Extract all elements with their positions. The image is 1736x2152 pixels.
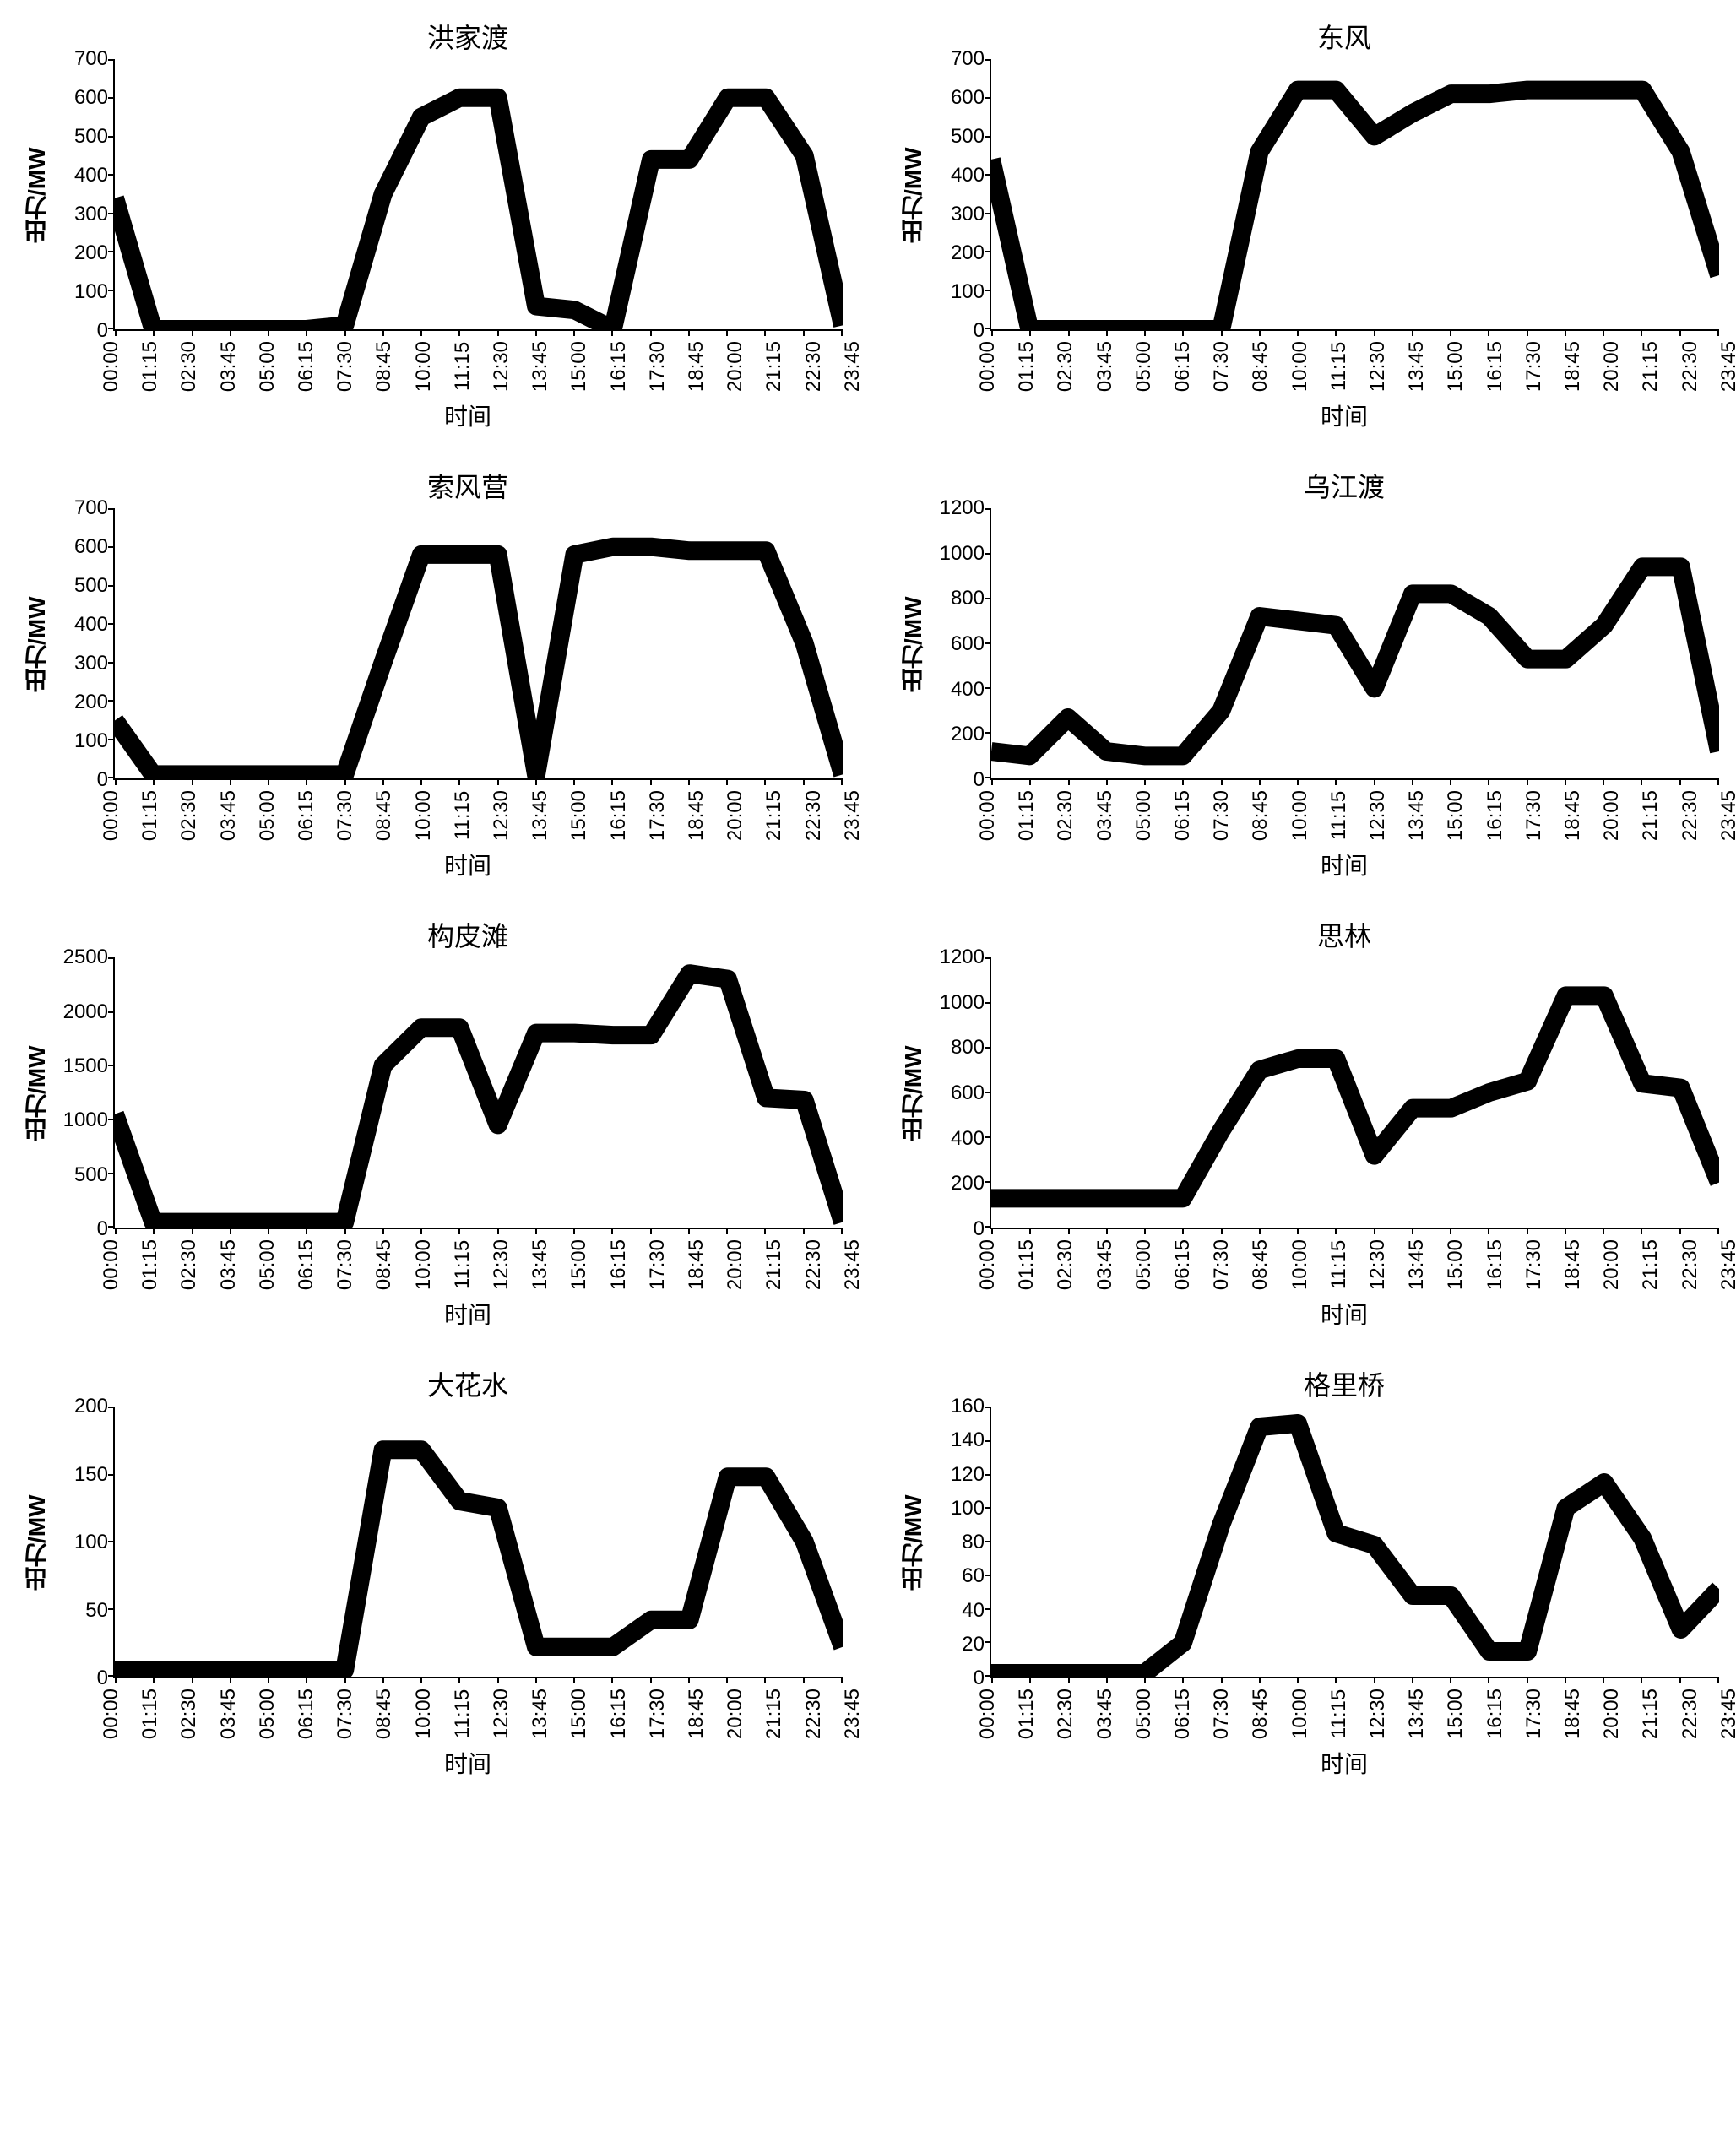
x-axis-label: 时间 [893, 398, 1719, 432]
data-series-line [115, 1450, 843, 1670]
data-series-line [115, 547, 843, 775]
chart-4: 构皮滩出力/MW25002000150010005000 00:0001:1502… [17, 915, 843, 1331]
chart-title: 乌江渡 [893, 466, 1719, 505]
y-axis-ticks: 25002000150010005000 [57, 957, 113, 1229]
y-axis-label: 出力/MW [893, 957, 934, 1229]
x-axis-ticks: 00:0001:1502:3003:4505:0006:1507:3008:45… [893, 1239, 1719, 1290]
x-axis-ticks: 00:0001:1502:3003:4505:0006:1507:3008:45… [17, 1689, 843, 1739]
chart-3: 乌江渡出力/MW120010008006004002000 00:0001:150… [893, 466, 1719, 881]
data-series-line [115, 98, 843, 329]
plot-area [990, 59, 1719, 331]
y-axis-label: 出力/MW [893, 508, 934, 780]
y-axis-label: 出力/MW [893, 59, 934, 331]
chart-2: 索风营出力/MW7006005004003002001000 00:0001:15… [17, 466, 843, 881]
y-axis-label: 出力/MW [17, 59, 57, 331]
x-axis-ticks: 00:0001:1502:3003:4505:0006:1507:3008:45… [893, 790, 1719, 841]
plot-area [990, 508, 1719, 780]
plot-area [990, 1407, 1719, 1678]
y-axis-ticks: 160140120100806040200 [934, 1407, 990, 1678]
x-axis-label: 时间 [893, 848, 1719, 881]
data-series-line [991, 1423, 1719, 1673]
x-axis-label: 时间 [893, 1297, 1719, 1331]
y-axis-ticks: 200150100500 [57, 1407, 113, 1678]
plot-area [113, 1407, 843, 1678]
chart-title: 大花水 [17, 1364, 843, 1403]
x-axis-label: 时间 [17, 848, 843, 881]
x-axis-label: 时间 [17, 1746, 843, 1780]
y-axis-label: 出力/MW [17, 508, 57, 780]
chart-7: 格里桥出力/MW160140120100806040200 00:0001:150… [893, 1364, 1719, 1780]
x-axis-label: 时间 [17, 398, 843, 432]
x-axis-label: 时间 [17, 1297, 843, 1331]
y-axis-ticks: 7006005004003002001000 [57, 59, 113, 331]
data-series-line [115, 973, 843, 1222]
x-axis-ticks: 00:0001:1502:3003:4505:0006:1507:3008:45… [17, 790, 843, 841]
data-series-line [991, 90, 1719, 329]
plot-area [113, 59, 843, 331]
data-series-line [991, 566, 1719, 756]
chart-title: 东风 [893, 17, 1719, 56]
x-axis-label: 时间 [893, 1746, 1719, 1780]
y-axis-ticks: 120010008006004002000 [934, 957, 990, 1229]
y-axis-ticks: 7006005004003002001000 [934, 59, 990, 331]
chart-5: 思林出力/MW120010008006004002000 00:0001:1502… [893, 915, 1719, 1331]
chart-title: 构皮滩 [17, 915, 843, 954]
x-axis-ticks: 00:0001:1502:3003:4505:0006:1507:3008:45… [893, 1689, 1719, 1739]
plot-area [113, 957, 843, 1229]
chart-title: 洪家渡 [17, 17, 843, 56]
data-series-line [991, 995, 1719, 1198]
y-axis-ticks: 120010008006004002000 [934, 508, 990, 780]
plot-area [990, 957, 1719, 1229]
chart-6: 大花水出力/MW200150100500 00:0001:1502:3003:45… [17, 1364, 843, 1780]
chart-0: 洪家渡出力/MW7006005004003002001000 00:0001:15… [17, 17, 843, 432]
chart-title: 索风营 [17, 466, 843, 505]
y-axis-ticks: 7006005004003002001000 [57, 508, 113, 780]
x-axis-ticks: 00:0001:1502:3003:4505:0006:1507:3008:45… [17, 1239, 843, 1290]
y-axis-label: 出力/MW [17, 957, 57, 1229]
x-axis-ticks: 00:0001:1502:3003:4505:0006:1507:3008:45… [893, 341, 1719, 392]
plot-area [113, 508, 843, 780]
chart-1: 东风出力/MW7006005004003002001000 00:0001:150… [893, 17, 1719, 432]
chart-title: 思林 [893, 915, 1719, 954]
x-axis-ticks: 00:0001:1502:3003:4505:0006:1507:3008:45… [17, 341, 843, 392]
y-axis-label: 出力/MW [893, 1407, 934, 1678]
y-axis-label: 出力/MW [17, 1407, 57, 1678]
chart-title: 格里桥 [893, 1364, 1719, 1403]
